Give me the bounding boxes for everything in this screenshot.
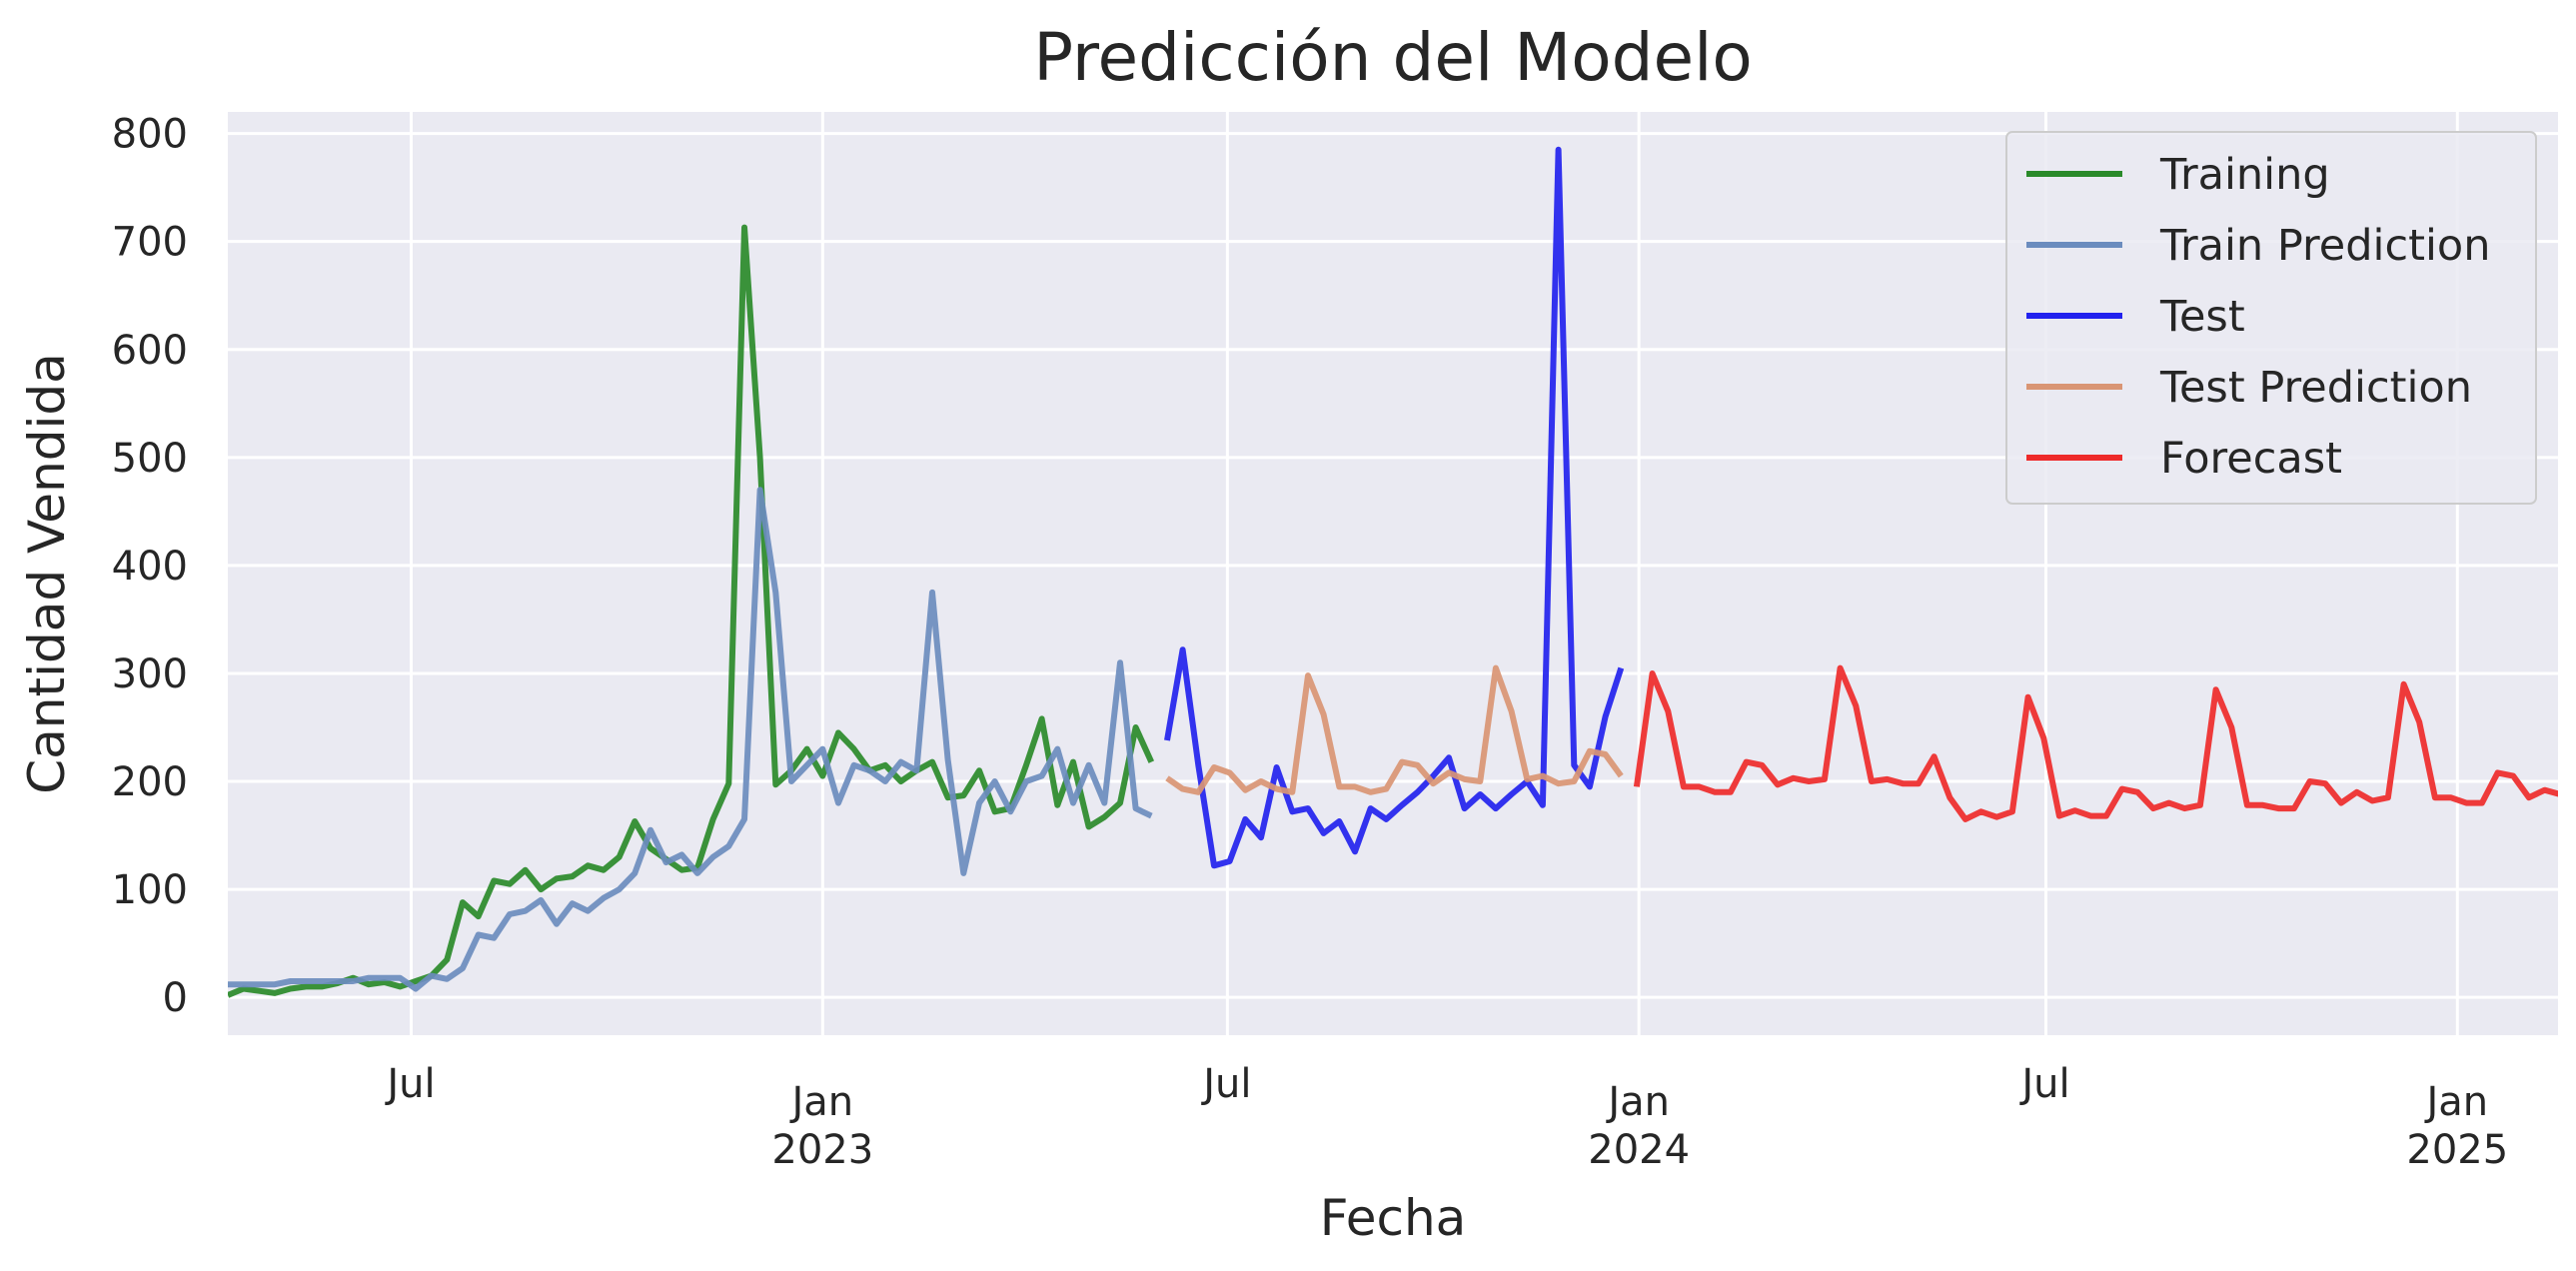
y-tick-label: 400 <box>112 544 188 590</box>
legend-label-forecast: Forecast <box>2160 434 2342 484</box>
series-line-test-prediction <box>1165 664 1624 795</box>
legend-items: Training Train Prediction Test Test Predict… <box>2026 150 2490 484</box>
x-tick-year-label: 2024 <box>1588 1127 1690 1173</box>
x-tick-year-label: 2023 <box>771 1127 873 1173</box>
series-line-train-prediction <box>228 487 1153 992</box>
legend: Training Train Prediction Test Test Predict… <box>2005 131 2537 505</box>
y-tick-label: 300 <box>112 651 188 697</box>
y-tick-label: 100 <box>112 867 188 913</box>
legend-label-training: Training <box>2159 150 2330 200</box>
y-tick-label: 500 <box>112 436 188 482</box>
x-tick-label: Jan <box>1605 1079 1670 1125</box>
y-tick-label: 0 <box>163 975 188 1021</box>
series-line-forecast <box>1633 664 2558 822</box>
y-tick-labels: 0 100 200 300 400 500 600 700 800 <box>112 112 188 1022</box>
chart-title: Predicción del Modelo <box>1033 19 1753 96</box>
y-axis-label: Cantidad Vendida <box>18 353 76 794</box>
legend-label-train-prediction: Train Prediction <box>2159 221 2490 271</box>
series-line-test <box>1164 146 1625 869</box>
legend-label-test: Test <box>2159 292 2245 342</box>
y-tick-label: 700 <box>112 220 188 266</box>
legend-box <box>2005 131 2537 505</box>
x-tick-label: Jul <box>384 1061 435 1107</box>
legend-label-test-prediction: Test Prediction <box>2159 363 2472 413</box>
x-tick-label: Jul <box>1200 1061 1251 1107</box>
y-tick-label: 600 <box>112 328 188 374</box>
x-tick-label: Jan <box>2423 1079 2488 1125</box>
series-line-training <box>228 224 1155 998</box>
x-axis-label: Fecha <box>1320 1189 1467 1247</box>
x-tick-label: Jan <box>788 1079 853 1125</box>
y-tick-label: 200 <box>112 759 188 805</box>
x-tick-label: Jul <box>2018 1061 2069 1107</box>
y-tick-label: 800 <box>112 112 188 158</box>
x-tick-year-label: 2025 <box>2406 1127 2508 1173</box>
series-layer <box>228 146 2558 998</box>
